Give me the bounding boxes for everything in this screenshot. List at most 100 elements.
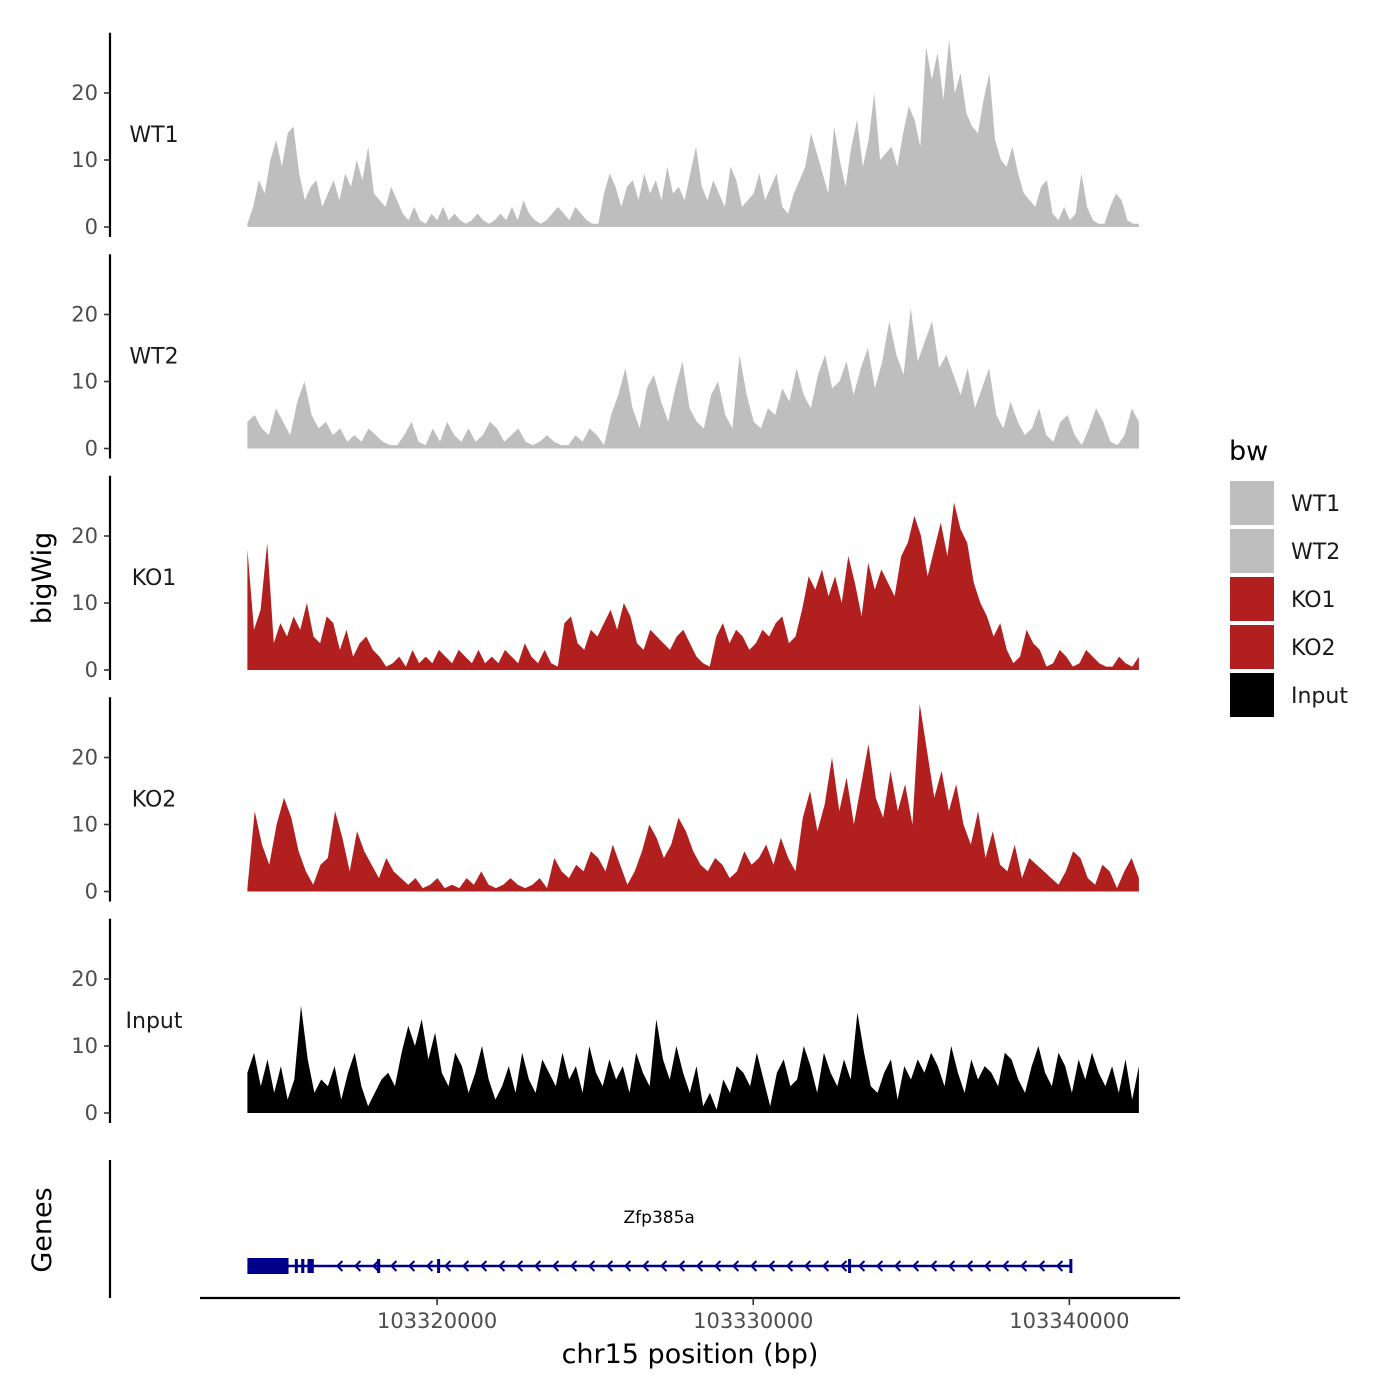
x-axis-title: chr15 position (bp) — [562, 1339, 819, 1370]
y-tick-label: 10 — [71, 591, 98, 615]
track-label-wt1: WT1 — [129, 123, 178, 148]
legend-swatch — [1228, 671, 1276, 719]
y-tick-label: 20 — [71, 746, 98, 770]
strand-arrow-icon — [372, 1260, 380, 1272]
y-tick-label: 10 — [71, 148, 98, 172]
strand-arrow-icon — [1038, 1260, 1046, 1272]
y-tick-label: 20 — [71, 967, 98, 991]
gene-exon — [307, 1259, 314, 1273]
legend-label: KO2 — [1291, 636, 1336, 661]
strand-arrow-icon — [408, 1260, 416, 1272]
gene-exon — [247, 1258, 289, 1274]
legend-label: KO1 — [1291, 588, 1336, 613]
strand-arrow-icon — [498, 1260, 506, 1272]
strand-arrow-icon — [516, 1260, 524, 1272]
strand-arrow-icon — [876, 1260, 884, 1272]
gene-exon — [294, 1259, 298, 1273]
strand-arrow-icon — [858, 1260, 866, 1272]
coverage-area-input — [247, 1005, 1139, 1113]
gene-name-label: Zfp385a — [624, 1208, 695, 1228]
strand-arrow-icon — [768, 1260, 776, 1272]
legend-title: bw — [1229, 436, 1268, 467]
legend-label: WT1 — [1291, 492, 1340, 517]
gene-exon — [848, 1259, 852, 1273]
coverage-area-ko2 — [247, 703, 1139, 892]
strand-arrow-icon — [714, 1260, 722, 1272]
y-tick-label: 10 — [71, 1034, 98, 1058]
x-axis: 103320000 103330000 103340000 — [200, 1296, 1180, 1333]
coverage-area-wt2 — [247, 307, 1139, 449]
gene-exon — [301, 1259, 305, 1273]
track-wt1: 0 10 20 WT1 — [71, 32, 1139, 239]
strand-arrow-icon — [426, 1260, 434, 1272]
coverage-area-ko1 — [247, 502, 1139, 670]
y-axis-title: bigWig — [27, 532, 58, 625]
x-tick-label: 103340000 — [1009, 1309, 1129, 1333]
x-tick-label: 103330000 — [693, 1309, 813, 1333]
strand-arrow-icon — [570, 1260, 578, 1272]
track-wt2: 0 10 20 WT2 — [71, 254, 1139, 461]
track-input: 0 10 20 Input — [71, 918, 1139, 1125]
strand-arrow-icon — [1020, 1260, 1028, 1272]
legend: WT1 WT2 KO1 KO2 Input — [1228, 479, 1348, 719]
strand-arrow-icon — [444, 1260, 452, 1272]
legend-swatch — [1228, 575, 1276, 623]
strand-arrow-icon — [588, 1260, 596, 1272]
strand-arrow-icon — [336, 1260, 344, 1272]
coverage-area-wt1 — [247, 39, 1139, 228]
strand-arrow-icon — [1056, 1260, 1064, 1272]
y-tick-label: 10 — [71, 813, 98, 837]
strand-arrow-icon — [750, 1260, 758, 1272]
track-label-wt2: WT2 — [129, 345, 178, 370]
y-tick-label: 0 — [85, 437, 98, 461]
strand-arrow-icon — [984, 1260, 992, 1272]
legend-item-wt1: WT1 — [1228, 479, 1340, 527]
gene-annotation-panel: Zfp385a — [108, 1160, 1073, 1298]
strand-arrow-icon — [930, 1260, 938, 1272]
y-tick-label: 0 — [85, 215, 98, 239]
strand-arrow-icon — [804, 1260, 812, 1272]
legend-item-ko2: KO2 — [1228, 623, 1336, 671]
x-tick-label: 103320000 — [377, 1309, 497, 1333]
strand-arrow-icon — [678, 1260, 686, 1272]
strand-arrow-icon — [894, 1260, 902, 1272]
strand-arrow-icon — [948, 1260, 956, 1272]
y-tick-label: 20 — [71, 81, 98, 105]
track-label-ko1: KO1 — [132, 566, 177, 591]
strand-arrow-icon — [354, 1260, 362, 1272]
strand-arrow-icon — [912, 1260, 920, 1272]
y-tick-label: 20 — [71, 524, 98, 548]
strand-arrow-icon — [786, 1260, 794, 1272]
track-ko2: 0 10 20 KO2 — [71, 697, 1139, 904]
strand-arrow-icon — [480, 1260, 488, 1272]
gene-exon — [377, 1259, 381, 1273]
strand-arrow-icon — [642, 1260, 650, 1272]
strand-arrow-icon — [462, 1260, 470, 1272]
genes-axis-title: Genes — [27, 1187, 58, 1272]
y-tick-label: 10 — [71, 370, 98, 394]
legend-swatch — [1228, 623, 1276, 671]
legend-swatch — [1228, 527, 1276, 575]
gene-exon — [1069, 1259, 1073, 1273]
track-label-input: Input — [126, 1009, 183, 1034]
legend-label: WT2 — [1291, 540, 1340, 565]
strand-arrow-icon — [966, 1260, 974, 1272]
y-tick-label: 20 — [71, 303, 98, 327]
strand-arrow-icon — [732, 1260, 740, 1272]
strand-arrow-icon — [660, 1260, 668, 1272]
strand-arrow-icon — [606, 1260, 614, 1272]
strand-arrow-icon — [390, 1260, 398, 1272]
y-tick-label: 0 — [85, 658, 98, 682]
y-tick-label: 0 — [85, 880, 98, 904]
strand-arrow-icon — [552, 1260, 560, 1272]
coverage-tracks: 0 10 20 WT1 0 10 20 WT2 0 10 20 KO1 0 10 20 KO2 0 10 20 Inp… — [71, 32, 1139, 1125]
legend-swatch — [1228, 479, 1276, 527]
strand-arrow-icon — [840, 1260, 848, 1272]
track-ko1: 0 10 20 KO1 — [71, 475, 1139, 682]
strand-arrow-icon — [696, 1260, 704, 1272]
strand-arrow-icon — [624, 1260, 632, 1272]
y-tick-label: 0 — [85, 1101, 98, 1125]
legend-item-wt2: WT2 — [1228, 527, 1340, 575]
strand-arrow-icon — [534, 1260, 542, 1272]
